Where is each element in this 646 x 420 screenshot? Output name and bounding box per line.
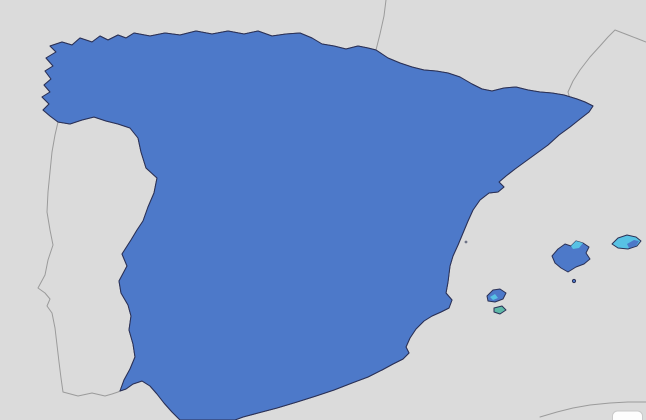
formentera-island	[493, 305, 507, 315]
cabrera-islet	[571, 278, 577, 284]
ibiza-cyan-spot	[490, 294, 498, 300]
map-corner-button[interactable]	[612, 410, 643, 420]
africa-coast-outline	[539, 401, 646, 418]
mallorca-island	[551, 240, 591, 273]
france-outline	[375, 0, 646, 101]
mallorca-cyan-tip	[571, 241, 583, 249]
portugal-outline	[37, 121, 121, 397]
columbretes-islet	[464, 240, 468, 244]
menorca-mild-area	[627, 240, 639, 248]
